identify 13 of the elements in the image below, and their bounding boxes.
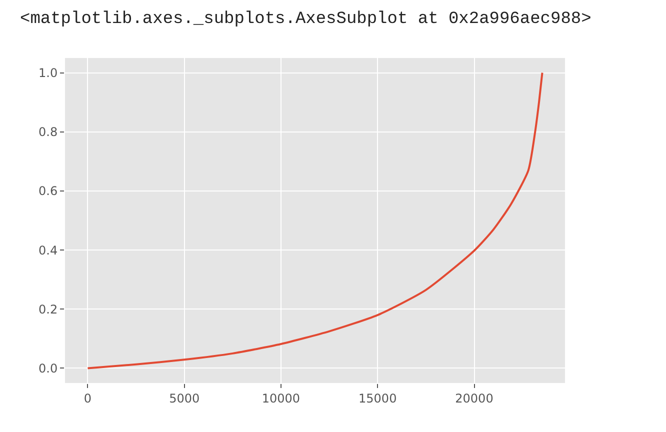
x-tick-label: 15000 [358, 391, 397, 406]
line-series [86, 72, 544, 370]
y-tick-label: 0.8 [38, 125, 58, 140]
x-tick-label: 5000 [169, 391, 200, 406]
y-tick-label: 1.0 [38, 66, 58, 80]
y-tick-label: 0.2 [38, 302, 58, 316]
text: <matplotlib.axes._subplots.AxesSubplot at 0x2a996aec988> [20, 10, 592, 29]
y-tick-label: 0.6 [38, 184, 58, 198]
y-tick-label: 0.4 [38, 243, 58, 258]
y-tick-label: 0.0 [38, 361, 58, 376]
x-tick-label: 10000 [262, 391, 300, 406]
x-tick-label: 0 [84, 391, 92, 406]
x-tick-label: 20000 [455, 391, 494, 406]
